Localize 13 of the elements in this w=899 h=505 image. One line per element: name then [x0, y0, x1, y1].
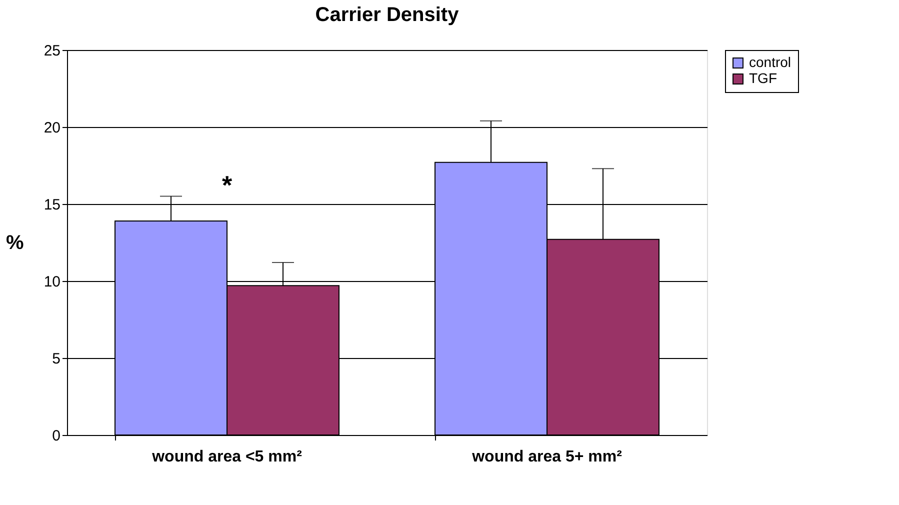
y-tick-label: 0 — [52, 428, 60, 444]
y-tick-label: 20 — [44, 120, 60, 136]
y-tick-label: 25 — [44, 42, 60, 60]
y-tick-label: 5 — [52, 350, 60, 368]
legend-label: TGF — [749, 70, 777, 86]
x-tick-label: wound area 5+ mm² — [471, 448, 622, 466]
chart-title: Carrier Density — [315, 4, 460, 26]
y-tick-label: 15 — [44, 196, 60, 214]
annotation: * — [222, 170, 233, 200]
y-axis-title: % — [6, 232, 24, 254]
legend-label: control — [749, 54, 792, 70]
y-tick-label: 10 — [44, 274, 60, 290]
x-tick-label: wound area <5 mm² — [151, 448, 302, 466]
